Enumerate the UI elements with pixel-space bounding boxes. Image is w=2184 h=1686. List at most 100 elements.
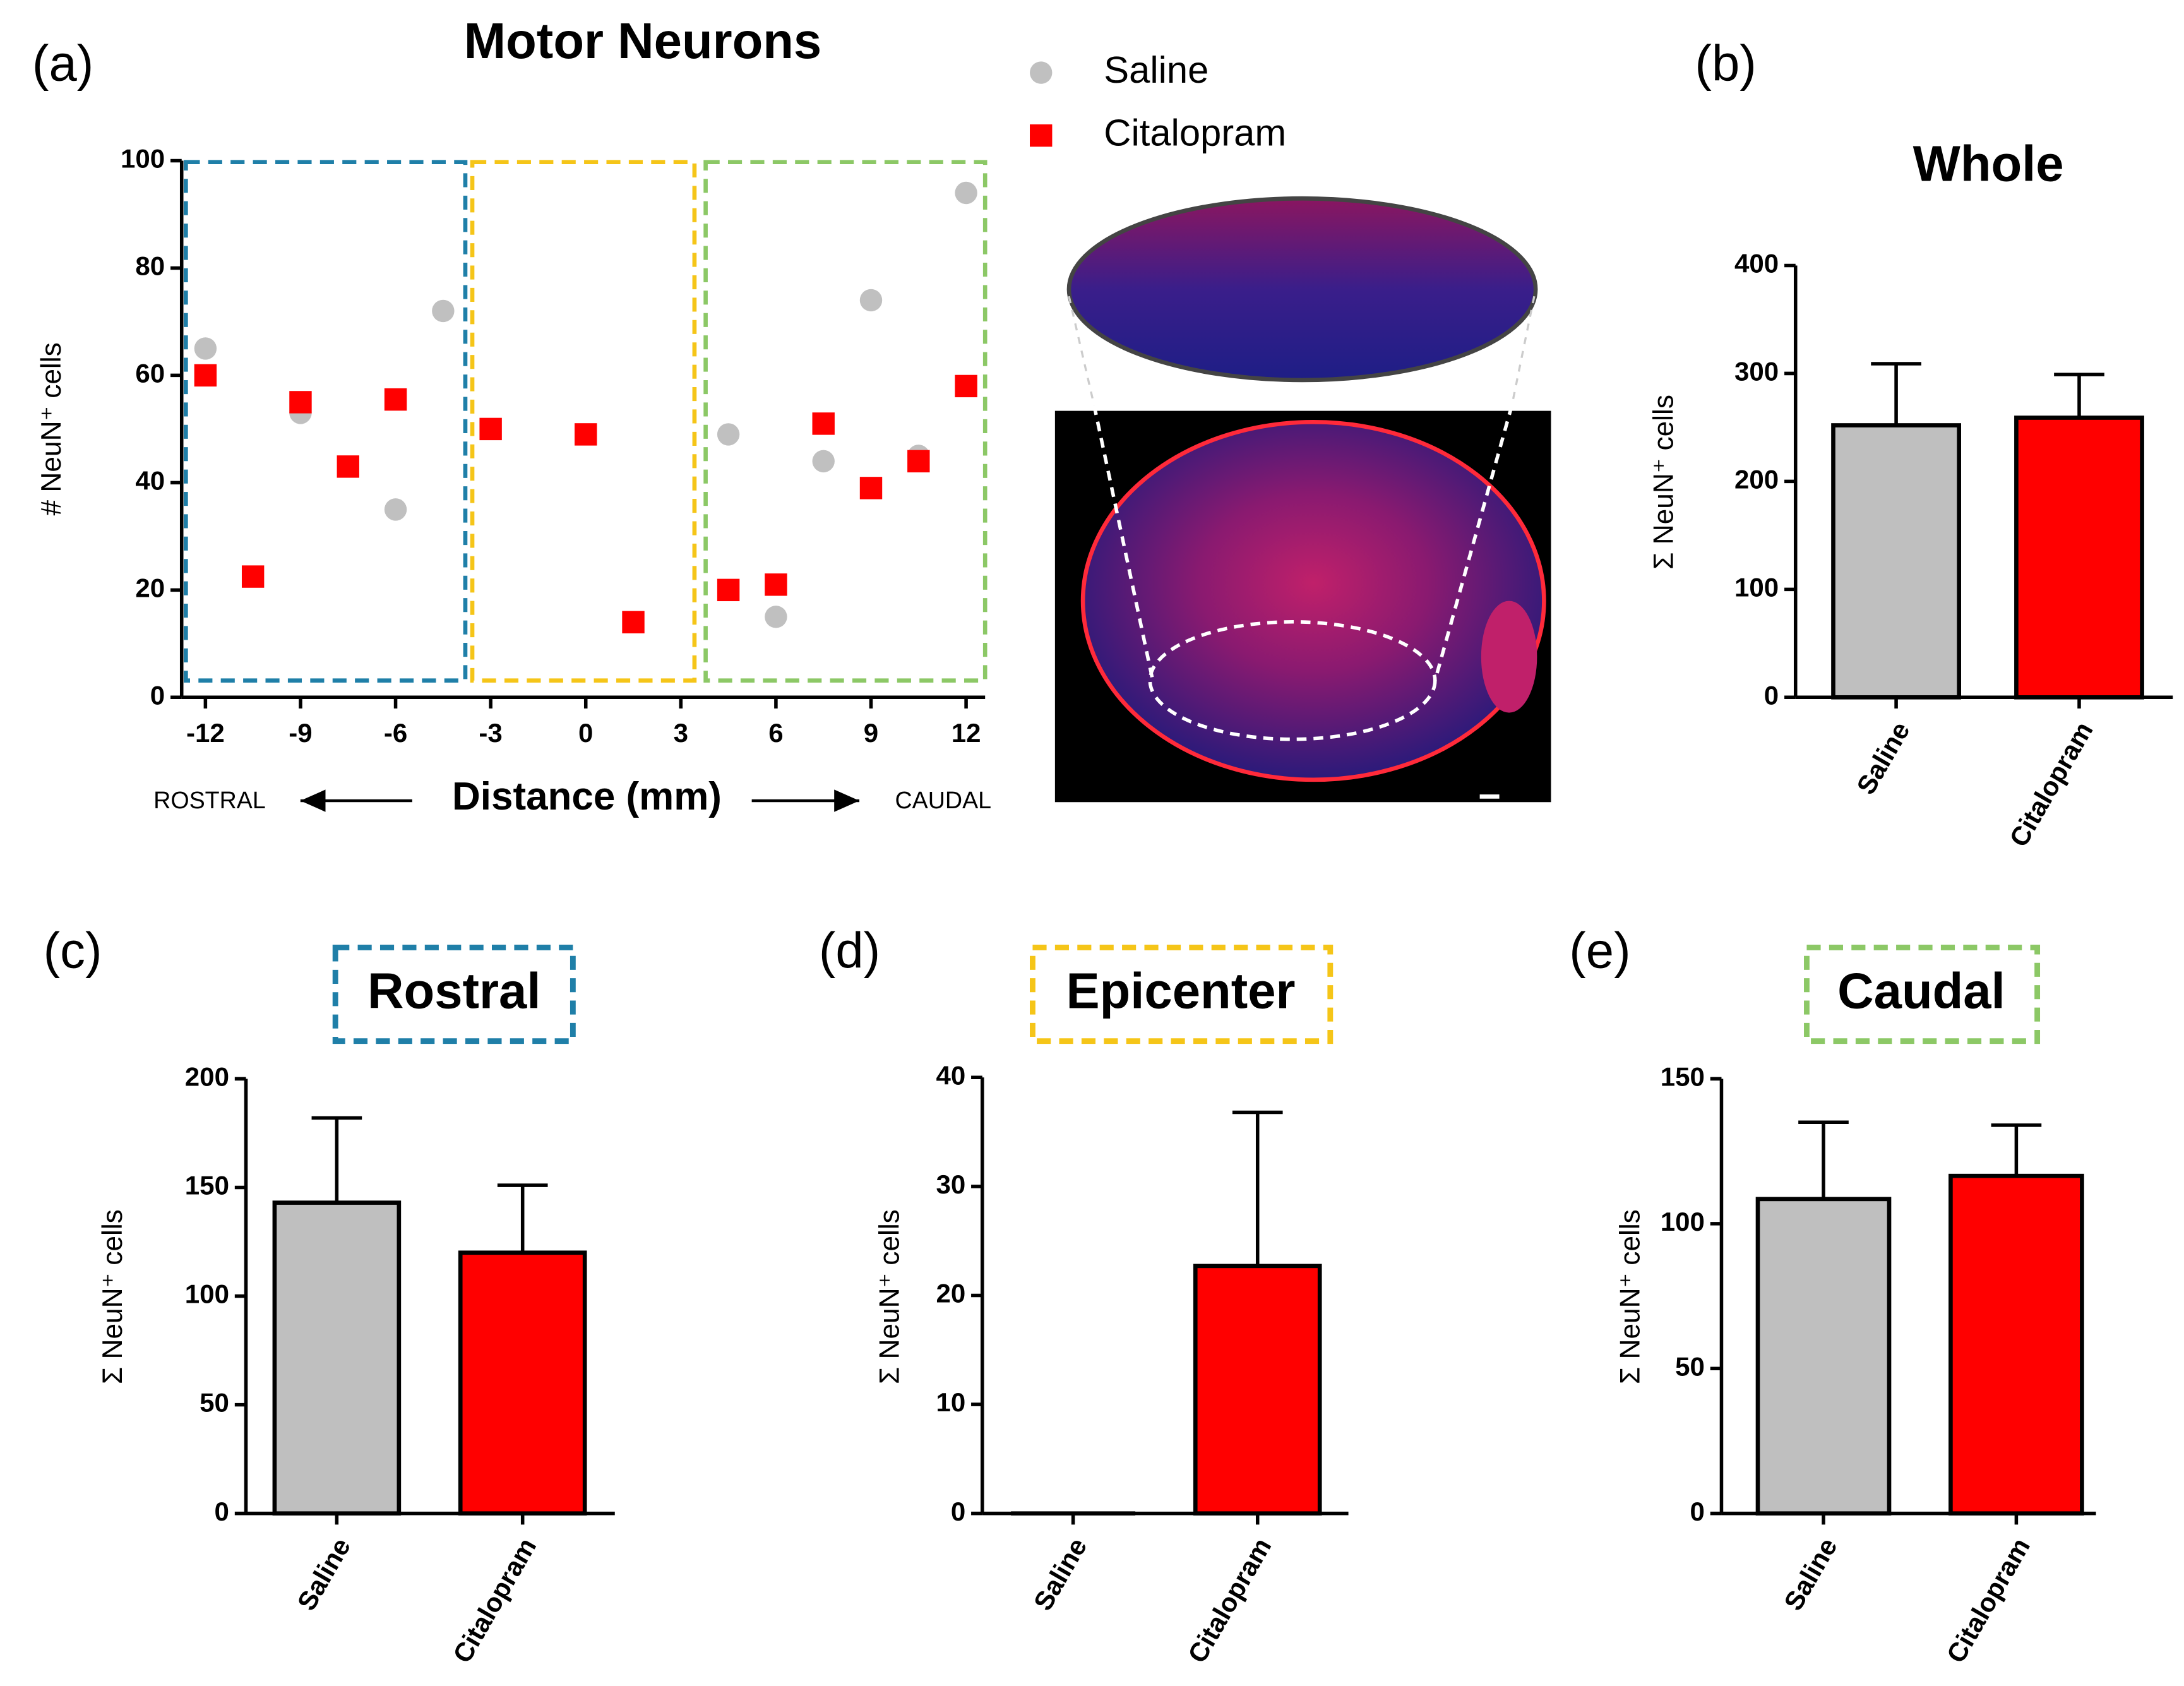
point <box>575 423 597 446</box>
x-tick-label: -12 <box>186 718 225 748</box>
x-tick-label: 6 <box>768 718 783 748</box>
y-tick-label: 200 <box>185 1062 229 1092</box>
panel-label: (a) <box>32 35 93 91</box>
point <box>289 391 312 414</box>
chart-title: Epicenter <box>1066 963 1296 1019</box>
point <box>955 374 977 398</box>
image-label: /Dapi <box>1128 779 1162 795</box>
point <box>907 450 930 473</box>
y-tick-label: 0 <box>150 680 165 710</box>
chart-title: Rostral <box>367 963 540 1019</box>
bar <box>1831 423 1961 700</box>
point <box>479 417 502 441</box>
x-tick-label: 0 <box>578 718 593 748</box>
point <box>717 423 740 446</box>
point <box>194 364 217 387</box>
caudal-region <box>703 160 988 683</box>
x-axis-label: Distance (mm) <box>452 775 722 818</box>
x-tick-label: Citalopram <box>2003 717 2098 852</box>
point <box>859 477 883 499</box>
x-tick-label: Saline <box>1851 717 1916 799</box>
point <box>337 455 359 478</box>
panel-label: (e) <box>1569 923 1630 979</box>
y-tick-label: 300 <box>1734 357 1779 386</box>
x-tick-label: -3 <box>479 718 502 748</box>
x-tick-label: Saline <box>291 1533 356 1616</box>
y-tick-label: 0 <box>1764 680 1779 710</box>
chart-title: Whole <box>1913 136 2064 192</box>
panel-label: (c) <box>44 923 102 979</box>
point <box>765 573 787 596</box>
y-tick-label: 60 <box>135 359 165 388</box>
bar <box>272 1200 402 1516</box>
panel-label: (b) <box>1695 35 1756 91</box>
y-tick-label: 100 <box>1661 1207 1705 1236</box>
legend-label: Citalopram <box>1104 111 1286 153</box>
micrograph: NeuN⁺ /Dapi <box>1054 196 1551 803</box>
point <box>241 565 265 588</box>
point <box>622 611 645 634</box>
y-tick-label: 40 <box>135 465 165 495</box>
bar <box>1948 1173 2084 1516</box>
y-tick-label: 200 <box>1734 464 1779 494</box>
image-label: NeuN⁺ <box>1080 779 1124 795</box>
point <box>194 337 217 360</box>
x-tick-label: -6 <box>384 718 407 748</box>
legend-label: Saline <box>1104 49 1208 91</box>
y-tick-label: 40 <box>936 1060 965 1090</box>
y-axis-label: Σ NeuN⁺ cells <box>1615 1209 1646 1384</box>
point <box>432 299 455 323</box>
y-axis-label: Σ NeuN⁺ cells <box>1649 395 1680 570</box>
x-tick-label: Citalopram <box>447 1533 542 1668</box>
annotation: ROSTRAL <box>153 787 266 813</box>
bar <box>458 1250 587 1516</box>
bar <box>1193 1264 1322 1516</box>
y-tick-label: 0 <box>951 1497 965 1526</box>
y-tick-label: 20 <box>936 1279 965 1308</box>
panel-label: (d) <box>819 923 880 979</box>
y-axis-label: Σ NeuN⁺ cells <box>97 1209 128 1384</box>
bar <box>1755 1197 1892 1516</box>
y-axis-label: Σ NeuN⁺ cells <box>874 1209 905 1384</box>
x-tick-label: Saline <box>1028 1533 1093 1616</box>
point <box>812 412 835 435</box>
x-tick-label: Citalopram <box>1182 1533 1277 1668</box>
y-tick-label: 150 <box>185 1171 229 1200</box>
point <box>812 450 835 473</box>
x-tick-label: 12 <box>952 718 981 748</box>
chart-title: Caudal <box>1837 963 2005 1019</box>
y-tick-label: 0 <box>1690 1497 1705 1526</box>
point <box>384 498 407 521</box>
x-tick-label: Citalopram <box>1941 1533 2036 1668</box>
annotation: CAUDAL <box>895 787 992 813</box>
rostral-region <box>184 160 468 683</box>
point <box>765 606 787 628</box>
title-box <box>1804 944 2041 1044</box>
point <box>955 181 977 205</box>
point <box>859 289 883 312</box>
chart-title: Motor Neurons <box>464 13 821 69</box>
y-tick-label: 50 <box>1675 1351 1705 1381</box>
y-tick-label: 30 <box>936 1169 965 1199</box>
y-tick-label: 80 <box>135 251 165 281</box>
y-tick-label: 50 <box>200 1388 229 1418</box>
y-tick-label: 100 <box>121 144 165 174</box>
x-tick-label: 3 <box>674 718 688 748</box>
epicenter-region <box>470 160 697 683</box>
title-box <box>1030 944 1334 1044</box>
y-tick-label: 400 <box>1734 249 1779 278</box>
x-tick-label: 9 <box>864 718 878 748</box>
y-tick-label: 10 <box>936 1387 965 1417</box>
y-tick-label: 150 <box>1661 1062 1705 1092</box>
point <box>384 388 407 411</box>
point <box>717 578 740 602</box>
y-axis-label: # NeuN⁺ cells <box>36 342 67 515</box>
y-tick-label: 100 <box>185 1279 229 1309</box>
x-tick-label: Saline <box>1778 1533 1843 1616</box>
x-tick-label: -9 <box>289 718 312 748</box>
y-tick-label: 0 <box>215 1497 229 1526</box>
y-tick-label: 100 <box>1734 572 1779 602</box>
legend-marker <box>1030 124 1053 147</box>
